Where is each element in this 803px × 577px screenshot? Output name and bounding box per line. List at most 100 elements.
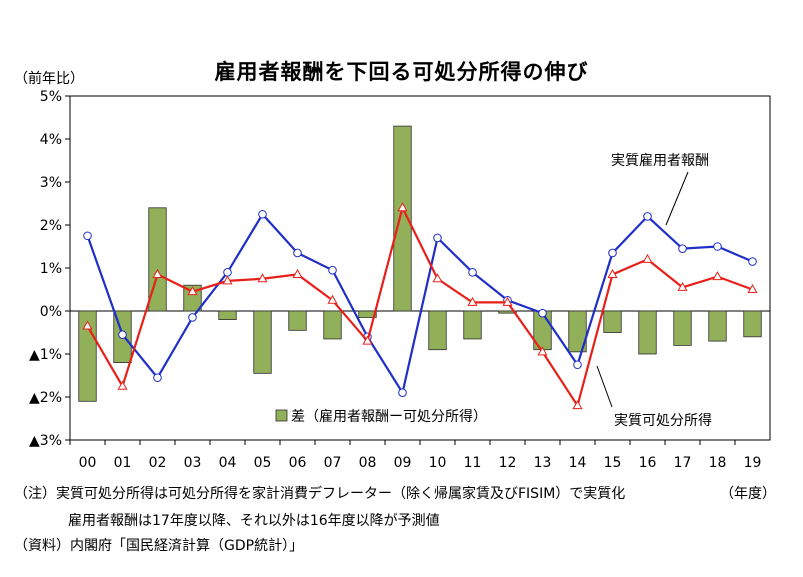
- label-real-compensation: 実質雇用者報酬: [611, 152, 709, 169]
- marker-real-compensation: [538, 308, 547, 318]
- x-tick-label: 07: [324, 455, 342, 471]
- bar-diff: [253, 310, 272, 374]
- y-tick-label: 3%: [40, 175, 62, 191]
- bar-diff: [463, 310, 482, 340]
- marker-real-disposable-income: [292, 268, 303, 278]
- marker-real-disposable-income: [747, 283, 758, 293]
- marker-real-disposable-income: [362, 335, 373, 345]
- y-tick-label: 2%: [40, 218, 62, 234]
- y-tick-label: 5%: [40, 89, 62, 105]
- marker-real-compensation: [398, 388, 407, 398]
- marker-real-compensation: [83, 231, 92, 241]
- note-line-1: （注）実質可処分所得は可処分所得を家計消費デフレーター（除く帰属家賃及びFISI…: [14, 486, 626, 502]
- x-axis-unit-label: （年度）: [720, 486, 776, 502]
- x-tick-label: 10: [429, 455, 447, 471]
- marker-real-disposable-income: [82, 320, 93, 330]
- line-real-disposable-income: [86, 204, 753, 409]
- marker-real-compensation: [153, 373, 162, 382]
- marker-real-disposable-income: [152, 268, 163, 278]
- marker-real-disposable-income: [572, 400, 583, 410]
- leader-line: [665, 171, 689, 226]
- y-tick-label: 0%: [40, 304, 62, 320]
- leader-line: [596, 365, 613, 408]
- marker-real-disposable-income: [677, 281, 688, 291]
- x-tick-label: 06: [289, 455, 307, 471]
- line-series: [82, 202, 758, 410]
- x-tick-label: 00: [79, 455, 97, 471]
- axis-ticks: 5% 4% 3% 2% 1% 0% ▲1% ▲2% ▲3% 00 01 02 03 04 05 06 07 08 0…: [29, 89, 761, 471]
- x-tick-label: 15: [604, 455, 622, 471]
- legend-swatch-diff: [275, 409, 288, 422]
- bar-diff: [393, 125, 412, 312]
- x-tick-label: 05: [254, 455, 272, 471]
- marker-real-disposable-income: [432, 273, 443, 283]
- bar-diff: [358, 310, 377, 318]
- marker-real-disposable-income: [117, 380, 128, 390]
- chart-title: 雇用者報酬を下回る可処分所得の伸び: [214, 60, 589, 84]
- bar-diff: [323, 310, 342, 340]
- x-tick-label: 13: [534, 455, 552, 471]
- line-real-compensation: [86, 212, 753, 396]
- bar-diff: [743, 310, 762, 338]
- y-tick-label: ▲2%: [29, 390, 62, 406]
- bar-diff: [603, 310, 622, 333]
- marker-real-compensation: [713, 242, 722, 251]
- marker-real-compensation: [608, 248, 617, 258]
- marker-real-compensation: [223, 268, 232, 277]
- note-line-2: 雇用者報酬は17年度以降、それ以外は16年度以降が予測値: [68, 513, 440, 529]
- bar-diff: [218, 310, 237, 321]
- marker-real-disposable-income: [537, 346, 548, 356]
- x-tick-label: 08: [359, 455, 377, 471]
- plot-border: [69, 95, 771, 441]
- y-tick-label: 4%: [40, 132, 62, 148]
- x-tick-label: 01: [114, 455, 132, 471]
- plot-frame: [69, 95, 771, 441]
- marker-real-compensation: [468, 268, 477, 277]
- marker-real-disposable-income: [397, 202, 408, 212]
- marker-real-compensation: [258, 209, 267, 219]
- y-tick-label: ▲3%: [29, 433, 62, 449]
- x-tick-label: 03: [184, 455, 202, 471]
- bar-diff: [568, 310, 587, 353]
- marker-real-disposable-income: [467, 296, 478, 306]
- marker-real-disposable-income: [327, 294, 338, 304]
- marker-real-compensation: [118, 330, 127, 339]
- bar-diff: [638, 310, 657, 355]
- legend-label-diff: 差（雇用者報酬ー可処分所得）: [291, 408, 487, 425]
- x-tick-label: 09: [394, 455, 412, 471]
- x-tick-label: 16: [639, 455, 657, 471]
- marker-real-compensation: [678, 244, 687, 253]
- bar-diff: [288, 310, 307, 331]
- marker-real-compensation: [293, 248, 302, 258]
- bar-diff: [708, 310, 727, 342]
- x-tick-label: 12: [499, 455, 517, 471]
- marker-real-compensation: [188, 313, 197, 322]
- bar-diff: [183, 284, 202, 312]
- marker-real-compensation: [748, 257, 757, 266]
- x-tick-label: 19: [744, 455, 762, 471]
- x-tick-label: 02: [149, 455, 167, 471]
- x-tick-label: 14: [569, 455, 587, 471]
- y-axis-unit-label: （前年比）: [14, 71, 84, 87]
- marker-real-disposable-income: [187, 286, 198, 296]
- x-tick-label: 18: [709, 455, 727, 471]
- source-line: （資料）内閣府「国民経済計算（GDP統計）」: [14, 538, 304, 554]
- marker-real-compensation: [643, 212, 652, 221]
- x-tick-label: 17: [674, 455, 692, 471]
- x-tick-label: 11: [464, 455, 482, 471]
- marker-real-disposable-income: [222, 275, 233, 285]
- bar-diff: [498, 310, 517, 314]
- marker-real-compensation: [328, 265, 337, 275]
- marker-real-disposable-income: [607, 268, 618, 278]
- y-tick-label: ▲1%: [29, 347, 62, 363]
- bar-diff: [428, 310, 447, 351]
- marker-real-disposable-income: [502, 296, 513, 306]
- marker-real-compensation: [433, 233, 442, 243]
- bar-diff: [673, 310, 692, 346]
- x-tick-label: 04: [219, 455, 237, 471]
- marker-real-disposable-income: [257, 273, 268, 283]
- marker-real-compensation: [573, 360, 582, 370]
- marker-real-disposable-income: [642, 253, 653, 263]
